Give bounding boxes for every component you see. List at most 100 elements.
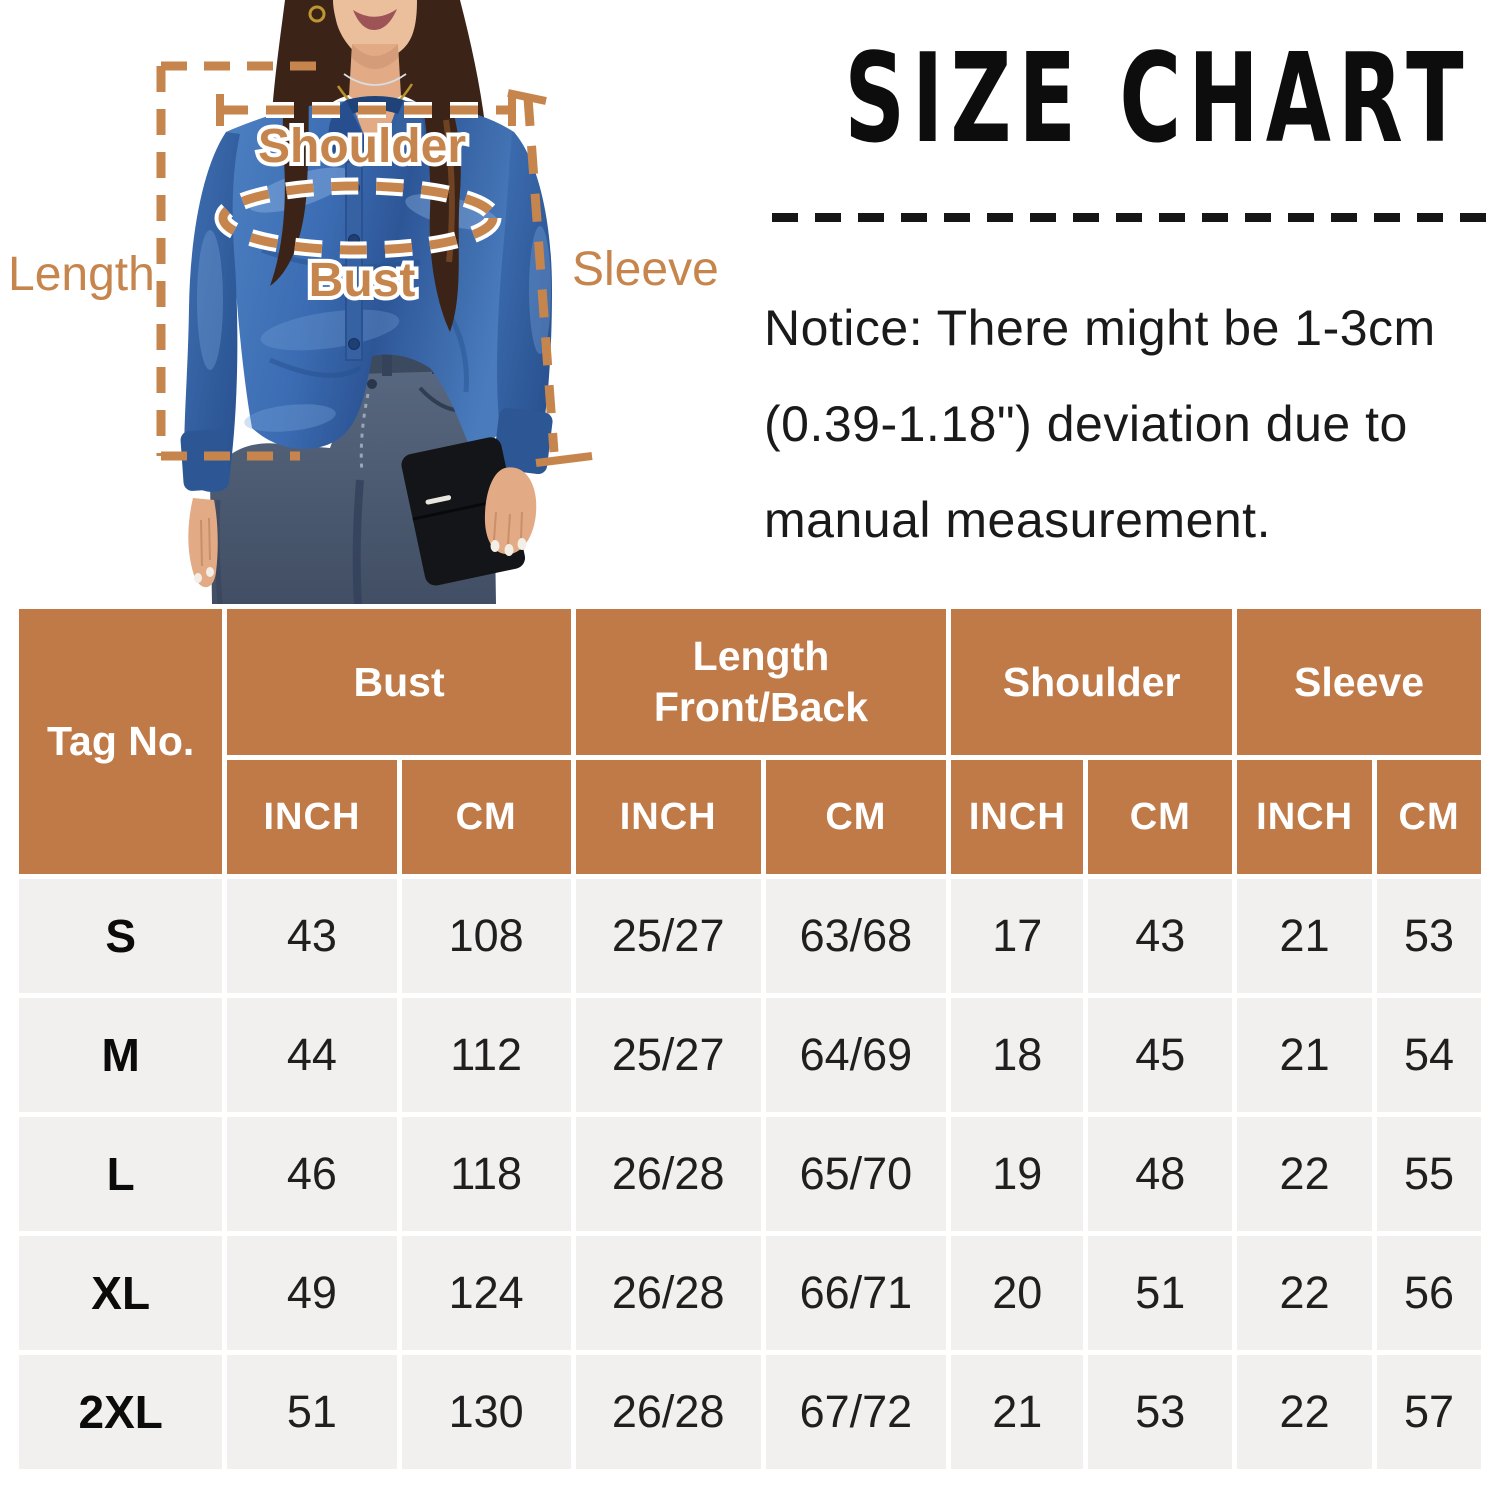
- nail: [206, 567, 214, 577]
- notice-line: (0.39-1.18") deviation due to: [764, 396, 1408, 452]
- size-cell: 17: [951, 879, 1084, 993]
- unit-header-cm: CM: [1377, 760, 1481, 874]
- bust-header: Bust: [227, 609, 571, 755]
- size-cell: 108: [401, 879, 571, 993]
- size-tag: M: [19, 998, 223, 1112]
- tag-no-header: Tag No.: [19, 609, 223, 874]
- button-placket: [345, 161, 363, 361]
- size-cell: 25/27: [575, 879, 761, 993]
- size-cell: 26/28: [575, 1117, 761, 1231]
- earring: [308, 5, 326, 23]
- size-tag: 2XL: [19, 1355, 223, 1469]
- size-cell: 48: [1088, 1117, 1233, 1231]
- model-face: [308, 0, 417, 149]
- right-hand: [484, 467, 537, 555]
- choker-necklace: [343, 73, 407, 86]
- size-cell: 19: [951, 1117, 1084, 1231]
- model-illustration: Length Sleeve Shoulder Bust: [8, 0, 719, 604]
- unit-header-inch: INCH: [575, 760, 761, 874]
- unit-header-inch: INCH: [1237, 760, 1373, 874]
- size-tag: XL: [19, 1236, 223, 1350]
- fly-stitch: [359, 393, 370, 473]
- collar-left: [328, 100, 378, 164]
- size-cell: 45: [1088, 998, 1233, 1112]
- size-cell: 26/28: [575, 1355, 761, 1469]
- shoulder-header: Shoulder: [951, 609, 1233, 755]
- size-cell: 64/69: [765, 998, 947, 1112]
- size-cell: 20: [951, 1236, 1084, 1350]
- size-cell: 66/71: [765, 1236, 947, 1350]
- right-cuff: [493, 407, 553, 475]
- left-hand: [188, 498, 218, 588]
- sleeve-header: Sleeve: [1237, 609, 1481, 755]
- notice-line: manual measurement.: [764, 492, 1271, 548]
- size-cell: 54: [1377, 998, 1481, 1112]
- size-cell: 46: [227, 1117, 397, 1231]
- table-row-2xl: 2XL 51 130 26/28 67/72 21 53 22 57: [19, 1355, 1481, 1469]
- size-cell: 55: [1377, 1117, 1481, 1231]
- sleeve-label: Sleeve: [572, 243, 719, 296]
- size-cell: 21: [1237, 879, 1373, 993]
- size-cell: 18: [951, 998, 1084, 1112]
- table-row-s: S 43 108 25/27 63/68 17 43 21 53: [19, 879, 1481, 993]
- size-cell: 43: [1088, 879, 1233, 993]
- size-cell: 53: [1088, 1355, 1233, 1469]
- size-cell: 43: [227, 879, 397, 993]
- nail: [194, 573, 202, 583]
- measurement-annotations: [156, 61, 593, 467]
- nail: [504, 544, 514, 556]
- unit-header-inch: INCH: [951, 760, 1084, 874]
- sleeve-line: [523, 97, 559, 453]
- size-cell: 22: [1237, 1117, 1373, 1231]
- shirt-button: [348, 286, 360, 298]
- notice-text: Notice: There might be 1-3cm (0.39-1.18"…: [756, 280, 1500, 568]
- size-cell: 26/28: [575, 1236, 761, 1350]
- size-tag: L: [19, 1117, 223, 1231]
- nail: [517, 538, 527, 550]
- page-title: SIZE CHART: [844, 28, 1471, 171]
- shirt-button: [348, 338, 360, 350]
- size-cell: 44: [227, 998, 397, 1112]
- info-panel: SIZE CHART Notice: There might be 1-3cm …: [740, 0, 1500, 604]
- length-header: Length Front/Back: [575, 609, 947, 755]
- size-cell: 51: [227, 1355, 397, 1469]
- size-cell: 22: [1237, 1236, 1373, 1350]
- clutch-bag: [401, 437, 537, 586]
- size-cell: 53: [1377, 879, 1481, 993]
- notice-line: Notice: There might be 1-3cm: [764, 300, 1436, 356]
- measurement-diagram: Length Sleeve Shoulder Bust: [0, 0, 740, 604]
- lips: [353, 9, 397, 30]
- size-cell: 25/27: [575, 998, 761, 1112]
- size-cell: 22: [1237, 1355, 1373, 1469]
- size-cell: 51: [1088, 1236, 1233, 1350]
- unit-header-cm: CM: [765, 760, 947, 874]
- unit-header-inch: INCH: [227, 760, 397, 874]
- size-cell: 130: [401, 1355, 571, 1469]
- size-cell: 124: [401, 1236, 571, 1350]
- size-cell: 112: [401, 998, 571, 1112]
- size-table: Tag No. Bust Length Front/Back Shoulder …: [14, 604, 1486, 1474]
- bust-label: Bust: [309, 254, 416, 307]
- unit-header-cm: CM: [401, 760, 571, 874]
- size-cell: 56: [1377, 1236, 1481, 1350]
- shoulder-label: Shoulder: [258, 120, 466, 173]
- top-section: Length Sleeve Shoulder Bust SIZE CHART N…: [0, 0, 1500, 604]
- size-cell: 21: [951, 1355, 1084, 1469]
- table-row-m: M 44 112 25/27 64/69 18 45 21 54: [19, 998, 1481, 1112]
- bust-line: [218, 181, 498, 255]
- length-label: Length: [8, 248, 155, 301]
- size-cell: 67/72: [765, 1355, 947, 1469]
- size-cell: 65/70: [765, 1117, 947, 1231]
- unit-header-cm: CM: [1088, 760, 1233, 874]
- dashed-divider: [772, 213, 1500, 222]
- size-cell: 57: [1377, 1355, 1481, 1469]
- table-row-l: L 46 118 26/28 65/70 19 48 22 55: [19, 1117, 1481, 1231]
- jeans-button: [367, 379, 377, 389]
- table-row-xl: XL 49 124 26/28 66/71 20 51 22 56: [19, 1236, 1481, 1350]
- nail: [490, 540, 500, 552]
- size-cell: 49: [227, 1236, 397, 1350]
- size-cell: 63/68: [765, 879, 947, 993]
- size-cell: 118: [401, 1117, 571, 1231]
- size-tag: S: [19, 879, 223, 993]
